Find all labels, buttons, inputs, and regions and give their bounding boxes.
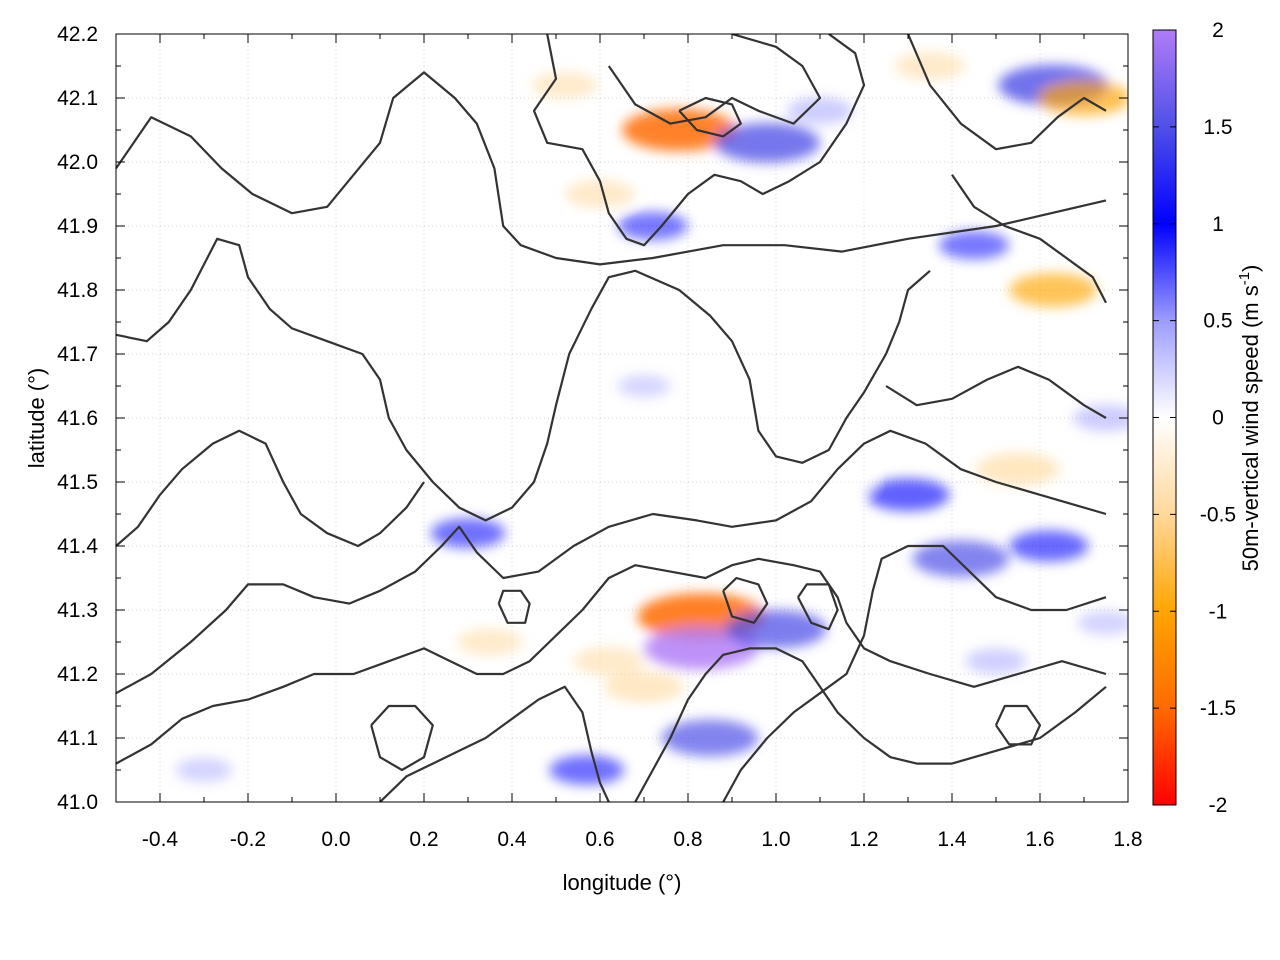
contour-line [379, 685, 610, 802]
y-tick-label: 42.1 [57, 87, 98, 110]
y-tick-label: 41.4 [57, 535, 98, 558]
colorbar-tick-label: -1 [1209, 600, 1228, 623]
x-tick-label: 0.0 [321, 828, 350, 851]
contour-line [906, 34, 1107, 151]
contour-line [116, 429, 425, 548]
x-tick-label: 1.4 [937, 828, 967, 851]
y-tick-label: 41.5 [57, 471, 98, 494]
contour-line [532, 34, 866, 247]
contour-line [995, 704, 1042, 746]
wind-feature [1009, 530, 1089, 562]
y-tick-label: 41.1 [57, 727, 98, 750]
contour-line [116, 71, 1107, 266]
wind-feature [263, 693, 321, 719]
wind-feature [573, 647, 644, 676]
x-tick-label: 1.2 [849, 828, 878, 851]
wind-feature [531, 71, 598, 99]
x-axis-label: longitude (°) [563, 870, 682, 895]
colorbar-tick-label: -0.5 [1200, 503, 1236, 526]
y-tick-label: 41.2 [57, 663, 98, 686]
wind-feature [564, 179, 636, 209]
x-tick-label: -0.4 [142, 828, 179, 851]
contour-line [634, 647, 1107, 802]
wind-feature [725, 405, 783, 431]
wind-feature [661, 719, 759, 757]
contour-line [497, 589, 531, 624]
wind-feature [938, 231, 1010, 260]
colorbar-tick-label: 0 [1212, 407, 1224, 430]
wind-feature [811, 469, 873, 495]
wind-feature [329, 597, 387, 623]
x-tick-label: 0.6 [585, 828, 614, 851]
wind-feature [644, 627, 759, 670]
wind-feature [617, 374, 671, 398]
wind-feature [1009, 273, 1098, 307]
x-tick-label: 1.8 [1113, 828, 1142, 851]
y-tick-label: 42.0 [57, 151, 98, 174]
wind-feature [175, 757, 233, 783]
y-tick-label: 41.7 [57, 343, 98, 366]
y-tick-label: 41.6 [57, 407, 98, 430]
x-tick-label: 1.6 [1025, 828, 1054, 851]
y-tick-label: 41.9 [57, 215, 98, 238]
wind-feature [714, 123, 820, 163]
wind-feature [457, 628, 523, 656]
x-tick-label: 0.8 [673, 828, 702, 851]
wind-heatmap [175, 51, 1128, 785]
colorbar-tick-label: -1.5 [1200, 697, 1236, 720]
terrain-contours [116, 34, 1107, 802]
contour-line [370, 704, 434, 772]
x-tick-label: 1.0 [761, 828, 790, 851]
contour-line [116, 237, 931, 522]
wind-feature [1077, 610, 1128, 635]
contour-line [116, 557, 1107, 765]
colorbar-tick-label: 1.5 [1203, 116, 1232, 139]
wind-feature [833, 181, 895, 207]
wind-feature [622, 108, 737, 152]
contour-line [722, 544, 1107, 802]
x-axis-ticks: -0.4 -0.2 0.0 0.2 0.4 0.6 0.8 1.0 1.2 1.4 1.6 1.8 [142, 34, 1143, 851]
contour-line [722, 576, 769, 624]
grid-lines [116, 34, 1128, 802]
colorbar-tick-label: 2 [1212, 19, 1224, 42]
y-axis-ticks: 41.0 41.1 41.2 41.3 41.4 41.5 41.6 41.7 41.8 41.9… [57, 23, 1128, 814]
contour-line [116, 429, 1107, 695]
wind-feature [725, 610, 827, 649]
wind-feature [787, 97, 853, 125]
wind-feature [1073, 404, 1128, 432]
wind-feature [617, 211, 688, 241]
wind-feature [965, 648, 1027, 674]
y-tick-label: 41.0 [57, 791, 98, 814]
colorbar-tick-label: -2 [1209, 794, 1228, 817]
colorbar-tick-label: 1 [1212, 213, 1224, 236]
colorbar-tick-label: 0.5 [1203, 310, 1232, 333]
x-tick-label: -0.2 [230, 828, 266, 851]
contour-line [678, 96, 742, 138]
contour-line [885, 365, 1107, 419]
wind-feature [430, 518, 506, 549]
contour-line [607, 34, 822, 125]
wind-feature [549, 755, 625, 785]
x-tick-label: 0.2 [409, 828, 438, 851]
y-tick-label: 41.8 [57, 279, 98, 302]
y-tick-label: 42.2 [57, 23, 98, 46]
wind-feature [894, 51, 966, 81]
colorbar-ticks: 2 1.5 1 0.5 0 -0.5 -1 -1.5 -2 [1153, 19, 1236, 817]
wind-feature [976, 452, 1060, 486]
y-axis-label: latitude (°) [24, 368, 49, 469]
contour-line [951, 174, 1107, 304]
wind-feature [604, 671, 684, 703]
colorbar-label: 50m-vertical wind speed (m s-1) [1236, 265, 1263, 572]
y-tick-label: 41.3 [57, 599, 98, 622]
contour-line [797, 583, 839, 631]
wind-feature [866, 478, 950, 512]
wind-feature [912, 540, 1010, 578]
x-tick-label: 0.4 [497, 828, 527, 851]
